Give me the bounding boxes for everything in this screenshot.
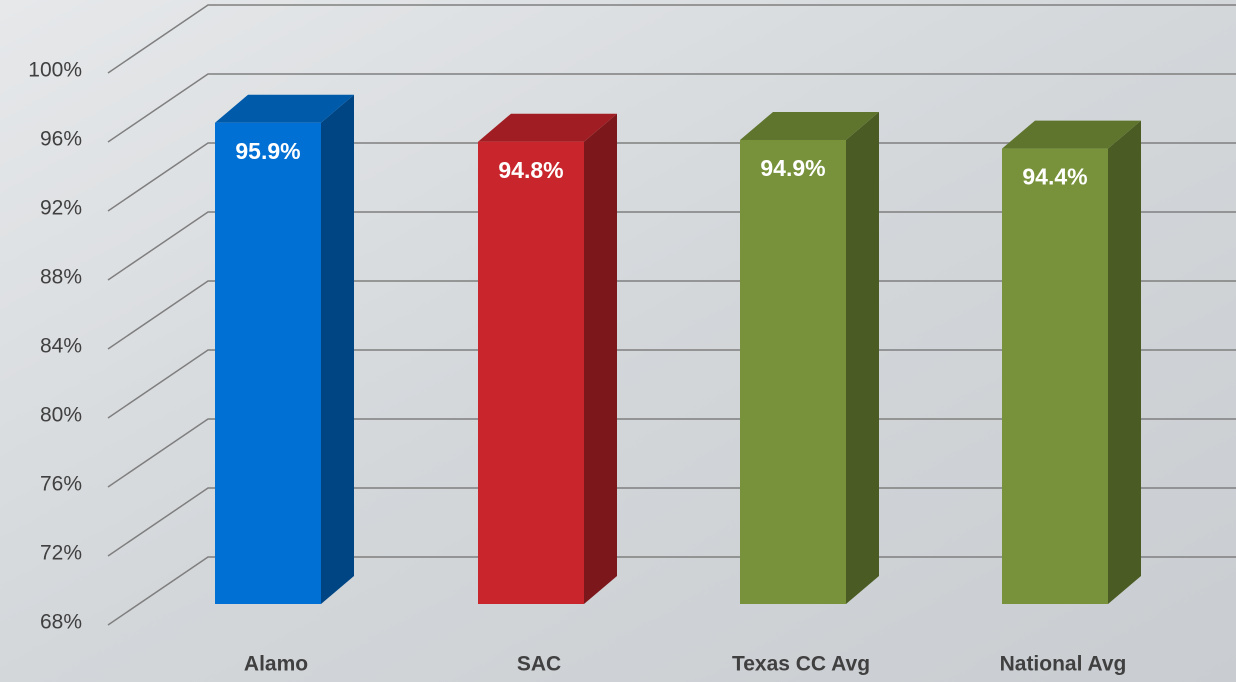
value-label: 94.9% [760, 155, 825, 181]
y-tick-label: 96% [40, 128, 82, 151]
y-tick-label: 72% [40, 542, 82, 565]
bar [478, 141, 584, 604]
x-tick-label: Texas CC Avg [732, 653, 870, 676]
y-tick-label: 92% [40, 197, 82, 220]
bar [740, 139, 846, 604]
grid-line [107, 211, 1236, 281]
grid-line [107, 73, 1236, 143]
x-tick-label: National Avg [1000, 653, 1127, 676]
bar-top [1002, 120, 1141, 149]
grid-line [107, 487, 1236, 557]
grid-line [107, 4, 1236, 74]
y-tick-label: 68% [40, 611, 82, 634]
bar-top [215, 94, 354, 123]
grid-line [107, 349, 1236, 419]
bar-top [740, 111, 879, 140]
bar [215, 122, 321, 604]
y-tick-label: 80% [40, 404, 82, 427]
grid-line [107, 418, 1236, 488]
y-tick-label: 100% [28, 59, 82, 82]
y-tick-label: 88% [40, 266, 82, 289]
y-tick-label: 76% [40, 473, 82, 496]
bar-top [478, 113, 617, 142]
x-tick-label: SAC [517, 653, 561, 676]
value-label: 95.9% [235, 138, 300, 164]
bar-side [321, 94, 354, 604]
value-label: 94.8% [498, 157, 563, 183]
bar-side [846, 111, 879, 604]
y-tick-label: 84% [40, 335, 82, 358]
value-label: 94.4% [1022, 164, 1087, 190]
grid-line [107, 280, 1236, 350]
bar-side [1108, 120, 1141, 604]
bar-side [584, 113, 617, 604]
bar [1002, 148, 1108, 604]
grid-line [107, 142, 1236, 212]
grid-line [107, 556, 1236, 626]
x-tick-label: Alamo [244, 653, 308, 676]
